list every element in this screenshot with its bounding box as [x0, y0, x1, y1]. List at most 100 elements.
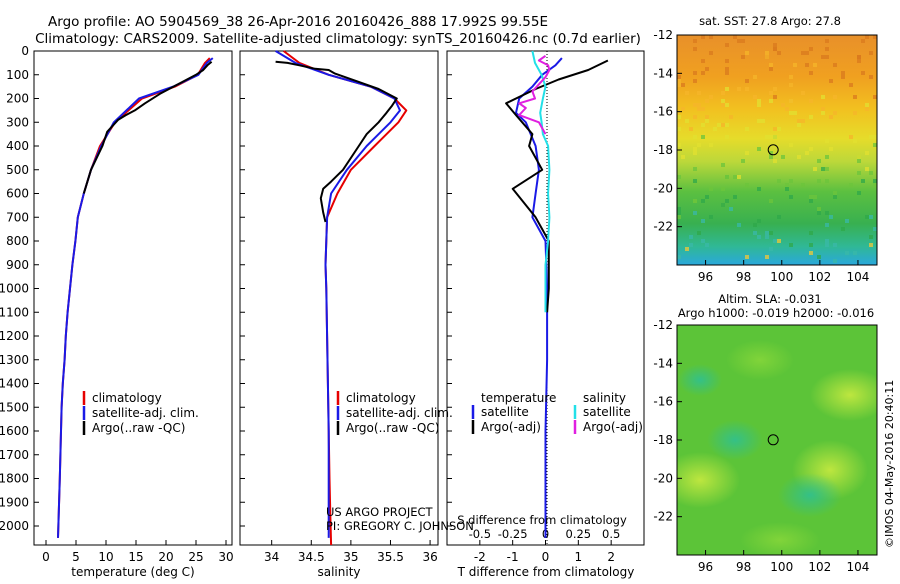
lat-tick-label: -12 — [653, 28, 673, 42]
sst-pixel — [757, 219, 761, 223]
sst-pixel — [681, 155, 685, 159]
sst-pixel — [829, 147, 833, 151]
s-difference-x-axis: -0.5 -0.25 0 0.25 0.5 — [469, 527, 621, 541]
depth-tick-label: 2000 — [0, 519, 29, 533]
sst-pixel — [777, 179, 781, 183]
depth-tick-label: 1200 — [0, 329, 29, 343]
sst-pixel — [769, 247, 773, 251]
sst-pixel — [809, 251, 813, 255]
sst-pixel — [685, 247, 689, 251]
depth-tick-label: 1300 — [0, 353, 29, 367]
sst-pixel — [717, 123, 721, 127]
sst-pixel — [797, 119, 801, 123]
sla-low-anomaly — [678, 364, 722, 396]
sst-pixel — [829, 115, 833, 119]
sst-pixel — [701, 219, 705, 223]
sst-pixel — [729, 207, 733, 211]
sst-pixel — [817, 211, 821, 215]
depth-tick-label: 1700 — [0, 448, 29, 462]
sst-pixel — [825, 139, 829, 143]
s-difference-tick-label: -0.25 — [498, 527, 528, 541]
sst-pixel — [677, 211, 681, 215]
sst-pixel — [821, 167, 825, 171]
sst-pixel — [773, 135, 777, 139]
temperature-legend: climatology satellite-adj. clim. Argo(..… — [82, 391, 199, 435]
lon-tick-label: 96 — [698, 560, 713, 574]
sst-pixel — [697, 107, 701, 111]
sst-pixel — [833, 243, 837, 247]
sst-pixel — [809, 115, 813, 119]
sst-pixel — [825, 179, 829, 183]
sst-pixel — [769, 155, 773, 159]
temperature-profile-panel: 0100200300400500600700800900100011001200… — [0, 44, 234, 579]
sst-pixel — [869, 235, 873, 239]
sst-pixel — [865, 107, 869, 111]
sst-pixel — [765, 55, 769, 59]
sst-pixel — [833, 195, 837, 199]
lon-tick-label: 100 — [770, 560, 793, 574]
sst-pixel — [769, 99, 773, 103]
sst-pixel — [865, 103, 869, 107]
difference-x-tick-label: 1 — [575, 550, 583, 564]
depth-tick-label: 200 — [6, 92, 29, 106]
sst-pixel — [701, 199, 705, 203]
lat-tick-label: -20 — [653, 471, 673, 485]
legend-label-satellite: satellite-adj. clim. — [92, 406, 199, 420]
sst-pixel — [721, 103, 725, 107]
sst-pixel — [829, 215, 833, 219]
depth-tick-label: 900 — [6, 258, 29, 272]
sla-map-panel: Altim. SLA: -0.031 Argo h1000: -0.019 h2… — [653, 292, 878, 574]
sst-pixel — [713, 127, 717, 131]
sla-map-title: Altim. SLA: -0.031 — [718, 292, 822, 306]
lat-tick-label: -12 — [653, 318, 673, 332]
s-difference-tick-label: 0.5 — [602, 527, 620, 541]
sst-pixel — [825, 243, 829, 247]
sst-pixel — [693, 211, 697, 215]
sst-map-axes: 96 98 100 102 104 -12 -14 -16 -18 -20 -22 — [653, 28, 869, 284]
legend-label-satellite: satellite-adj. clim. — [346, 406, 453, 420]
sst-pixel — [769, 199, 773, 203]
sst-pixel — [697, 231, 701, 235]
sst-pixel — [789, 195, 793, 199]
sst-pixel — [693, 103, 697, 107]
salinity-series — [275, 50, 408, 546]
series-line-t-argo — [505, 59, 609, 313]
salinity-legend: climatology satellite-adj. clim. Argo(..… — [336, 391, 453, 435]
sst-pixel — [721, 163, 725, 167]
sst-pixel — [857, 159, 861, 163]
lon-tick-label: 102 — [808, 270, 831, 284]
sst-pixel — [709, 51, 713, 55]
sst-pixel — [733, 195, 737, 199]
sst-map-panel: sat. SST: 27.8 Argo: 27.8 96 98 100 102 104 -… — [653, 14, 878, 284]
figure-title-line1: Argo profile: AO 5904569_38 26-Apr-2016 … — [48, 14, 548, 30]
depth-tick-label: 300 — [6, 115, 29, 129]
sst-pixel — [865, 167, 869, 171]
sst-pixel — [801, 91, 805, 95]
sst-pixel — [789, 111, 793, 115]
legend-header-salinity: salinity — [583, 391, 626, 405]
sst-pixel — [701, 107, 705, 111]
series-line-argo — [82, 60, 213, 194]
sst-pixel — [769, 231, 773, 235]
sst-pixel — [757, 235, 761, 239]
sst-pixel — [753, 75, 757, 79]
sst-pixel — [869, 171, 873, 175]
temperature-series — [57, 57, 214, 538]
sst-pixel — [753, 231, 757, 235]
sst-pixel — [773, 43, 777, 47]
legend-label-s-argo: Argo(-adj) — [583, 420, 643, 434]
sst-pixel — [809, 243, 813, 247]
temperature-x-axis: 0 5 10 15 20 25 30 — [42, 540, 234, 564]
sst-pixel — [861, 71, 865, 75]
sst-pixel — [873, 227, 877, 231]
sst-pixel — [753, 95, 757, 99]
temperature-x-label: temperature (deg C) — [71, 565, 194, 579]
sla-high-anomaly — [810, 369, 877, 421]
sst-pixel — [677, 143, 681, 147]
lat-tick-label: -14 — [653, 356, 673, 370]
argo-location-marker — [767, 434, 779, 446]
sst-pixel — [733, 175, 737, 179]
sst-pixel — [697, 143, 701, 147]
lon-tick-label: 98 — [736, 270, 751, 284]
sst-pixel — [757, 103, 761, 107]
